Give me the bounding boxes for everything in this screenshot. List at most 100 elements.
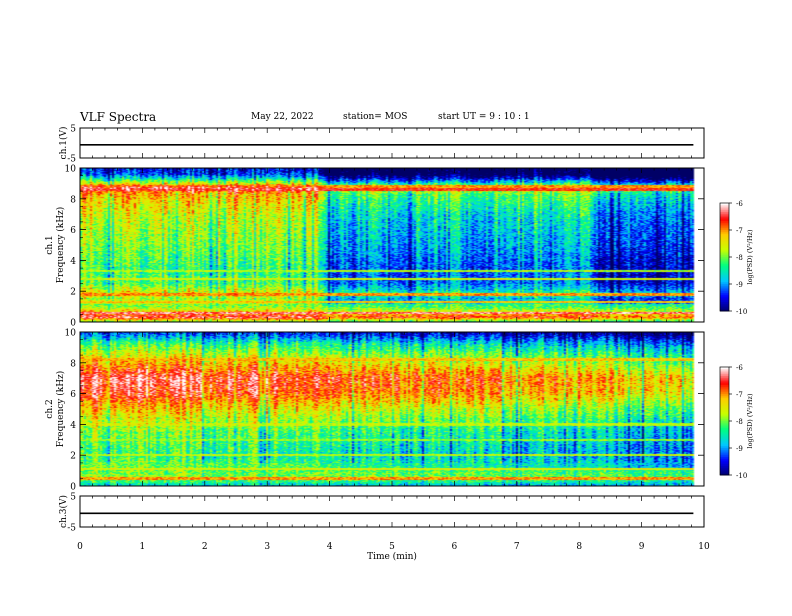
ch1-colorbar-swatch: [720, 221, 729, 224]
ch1-colorbar-swatch: [720, 206, 729, 209]
ch3-waveform-panel: 5 -5ch.3(V): [58, 493, 705, 534]
ch1-colorbar-swatch: [720, 253, 729, 256]
ch2-colorbar-swatch: [720, 430, 729, 433]
ch1-colorbar-swatch: [720, 275, 729, 278]
ch1-colorbar-swatch: [720, 285, 729, 289]
ch1-colorbar-swatch: [720, 303, 729, 307]
ch1-colorbar-swatch: [720, 298, 729, 301]
ch1-spec-ytick-label: 4: [70, 257, 76, 267]
ch1-colorbar-tick-label: -6: [736, 200, 743, 208]
start-time-label: start UT = 9 : 10 : 1: [438, 112, 530, 122]
figure-title: VLF Spectra: [80, 110, 157, 124]
ch1-colorbar-swatch: [720, 269, 729, 272]
ch1-colorbar-swatch: [720, 231, 729, 235]
ch1-colorbar-swatch: [720, 203, 729, 206]
ch2-colorbar-swatch: [720, 460, 729, 463]
ch2-colorbar-swatch: [720, 464, 729, 467]
ch1-colorbar: -6 -7 -8 -9 -10 log(PSD) (V²/Hz): [719, 200, 754, 316]
ch1-colorbar-swatch: [720, 267, 729, 271]
ch1-colorbar-swatch: [720, 294, 729, 298]
ch2-colorbar-swatch: [720, 419, 729, 422]
ch2-colorbar-swatch: [720, 433, 729, 436]
ch2-colorbar-swatch: [720, 399, 729, 402]
ch2-colorbar-swatch: [720, 421, 729, 424]
ch1-colorbar-swatch: [720, 248, 729, 251]
ch1-colorbar-swatch: [720, 204, 729, 208]
ch2-colorbar-swatch: [720, 383, 729, 386]
ch2-colorbar-swatch: [720, 392, 729, 395]
ch1-colorbar-swatch: [720, 230, 729, 233]
ch2-spec-ylabel-line2: Frequency (kHz): [55, 371, 66, 448]
ch1-colorbar-label: log(PSD) (V²/Hz): [746, 229, 754, 284]
ch1-colorbar-swatch: [720, 233, 729, 236]
ch2-colorbar-swatch: [720, 440, 729, 444]
ch2-colorbar-tick-label: -9: [736, 445, 743, 453]
ch2-colorbar-swatch: [720, 397, 729, 400]
ch1-colorbar-swatch: [720, 222, 729, 226]
ch2-colorbar-swatch: [720, 379, 729, 382]
ch2-colorbar-swatch: [720, 412, 729, 415]
ch1-colorbar-tick-label: -8: [736, 254, 743, 262]
ch2-colorbar-swatch: [720, 374, 729, 377]
ch2-colorbar-swatch: [720, 368, 729, 372]
ch1-colorbar-swatch: [720, 307, 729, 310]
ch1-colorbar-swatch: [720, 289, 729, 292]
ch1-wave-ytick-label: 5: [70, 125, 76, 135]
ch2-colorbar-swatch: [720, 403, 729, 406]
time-tick-label: 0: [77, 542, 83, 552]
ch1-colorbar-swatch: [720, 293, 729, 296]
ch2-colorbar-tick-label: -7: [736, 391, 743, 399]
ch1-colorbar-swatch: [720, 246, 729, 249]
ch1-spec-ytick-label: 8: [70, 195, 76, 205]
time-tick-label: 9: [639, 542, 645, 552]
ch2-colorbar-swatch: [720, 437, 729, 440]
ch2-colorbar-swatch: [720, 385, 729, 388]
ch2-colorbar-swatch: [720, 386, 729, 390]
ch2-colorbar-swatch: [720, 408, 729, 411]
ch1-colorbar-swatch: [720, 309, 729, 312]
ch1-colorbar-swatch: [720, 291, 729, 294]
ch1-spec-ylabel-line1: ch.1: [45, 235, 55, 254]
ch1-colorbar-tick-label: -9: [736, 281, 743, 289]
ch2-spec-ytick-label: 10: [65, 329, 77, 339]
date-label: May 22, 2022: [251, 112, 314, 122]
ch2-colorbar-swatch: [720, 448, 729, 451]
ch1-colorbar-swatch: [720, 228, 729, 231]
ch2-colorbar-swatch: [720, 417, 729, 420]
ch1-colorbar-swatch: [720, 276, 729, 280]
ch1-spectrogram-image: [80, 168, 704, 322]
time-tick-label: 8: [576, 542, 582, 552]
ch1-colorbar-swatch: [720, 287, 729, 290]
ch2-colorbar-swatch: [720, 424, 729, 427]
time-tick-label: 4: [327, 542, 333, 552]
ch1-colorbar-swatch: [720, 282, 729, 285]
ch1-colorbar-swatch: [720, 271, 729, 274]
ch1-colorbar-swatch: [720, 305, 729, 308]
ch2-colorbar-swatch: [720, 376, 729, 379]
ch1-colorbar-swatch: [720, 237, 729, 240]
ch3-wave-ytick-label: -5: [67, 524, 76, 534]
ch2-colorbar-swatch: [720, 401, 729, 404]
ch1-spec-ytick-label: 2: [70, 288, 76, 298]
ch2-colorbar-swatch: [720, 377, 729, 381]
ch1-colorbar-swatch: [720, 302, 729, 305]
ch1-colorbar-swatch: [720, 273, 729, 276]
ch2-colorbar-swatch: [720, 406, 729, 409]
ch2-colorbar-swatch: [720, 404, 729, 408]
ch2-colorbar-swatch: [720, 457, 729, 460]
ch2-colorbar-tick-label: -6: [736, 364, 743, 372]
ch1-spec-ylabel-line2: Frequency (kHz): [55, 207, 66, 284]
ch2-colorbar-label: log(PSD) (V²/Hz): [746, 393, 754, 448]
ch3-wave-ytick-label: 5: [70, 493, 76, 503]
ch1-wave-ytick-label: -5: [67, 155, 76, 165]
ch1-colorbar-swatch: [720, 249, 729, 253]
ch1-spec-ytick-label: 0: [70, 319, 76, 329]
time-tick-label: 1: [140, 542, 146, 552]
ch2-spec-ytick-label: 0: [70, 483, 76, 493]
ch1-colorbar-swatch: [720, 258, 729, 262]
ch2-spec-ytick-label: 4: [70, 421, 76, 431]
ch2-spec-ytick-label: 8: [70, 359, 76, 369]
time-tick-label: 3: [264, 542, 270, 552]
ch2-colorbar-swatch: [720, 372, 729, 375]
